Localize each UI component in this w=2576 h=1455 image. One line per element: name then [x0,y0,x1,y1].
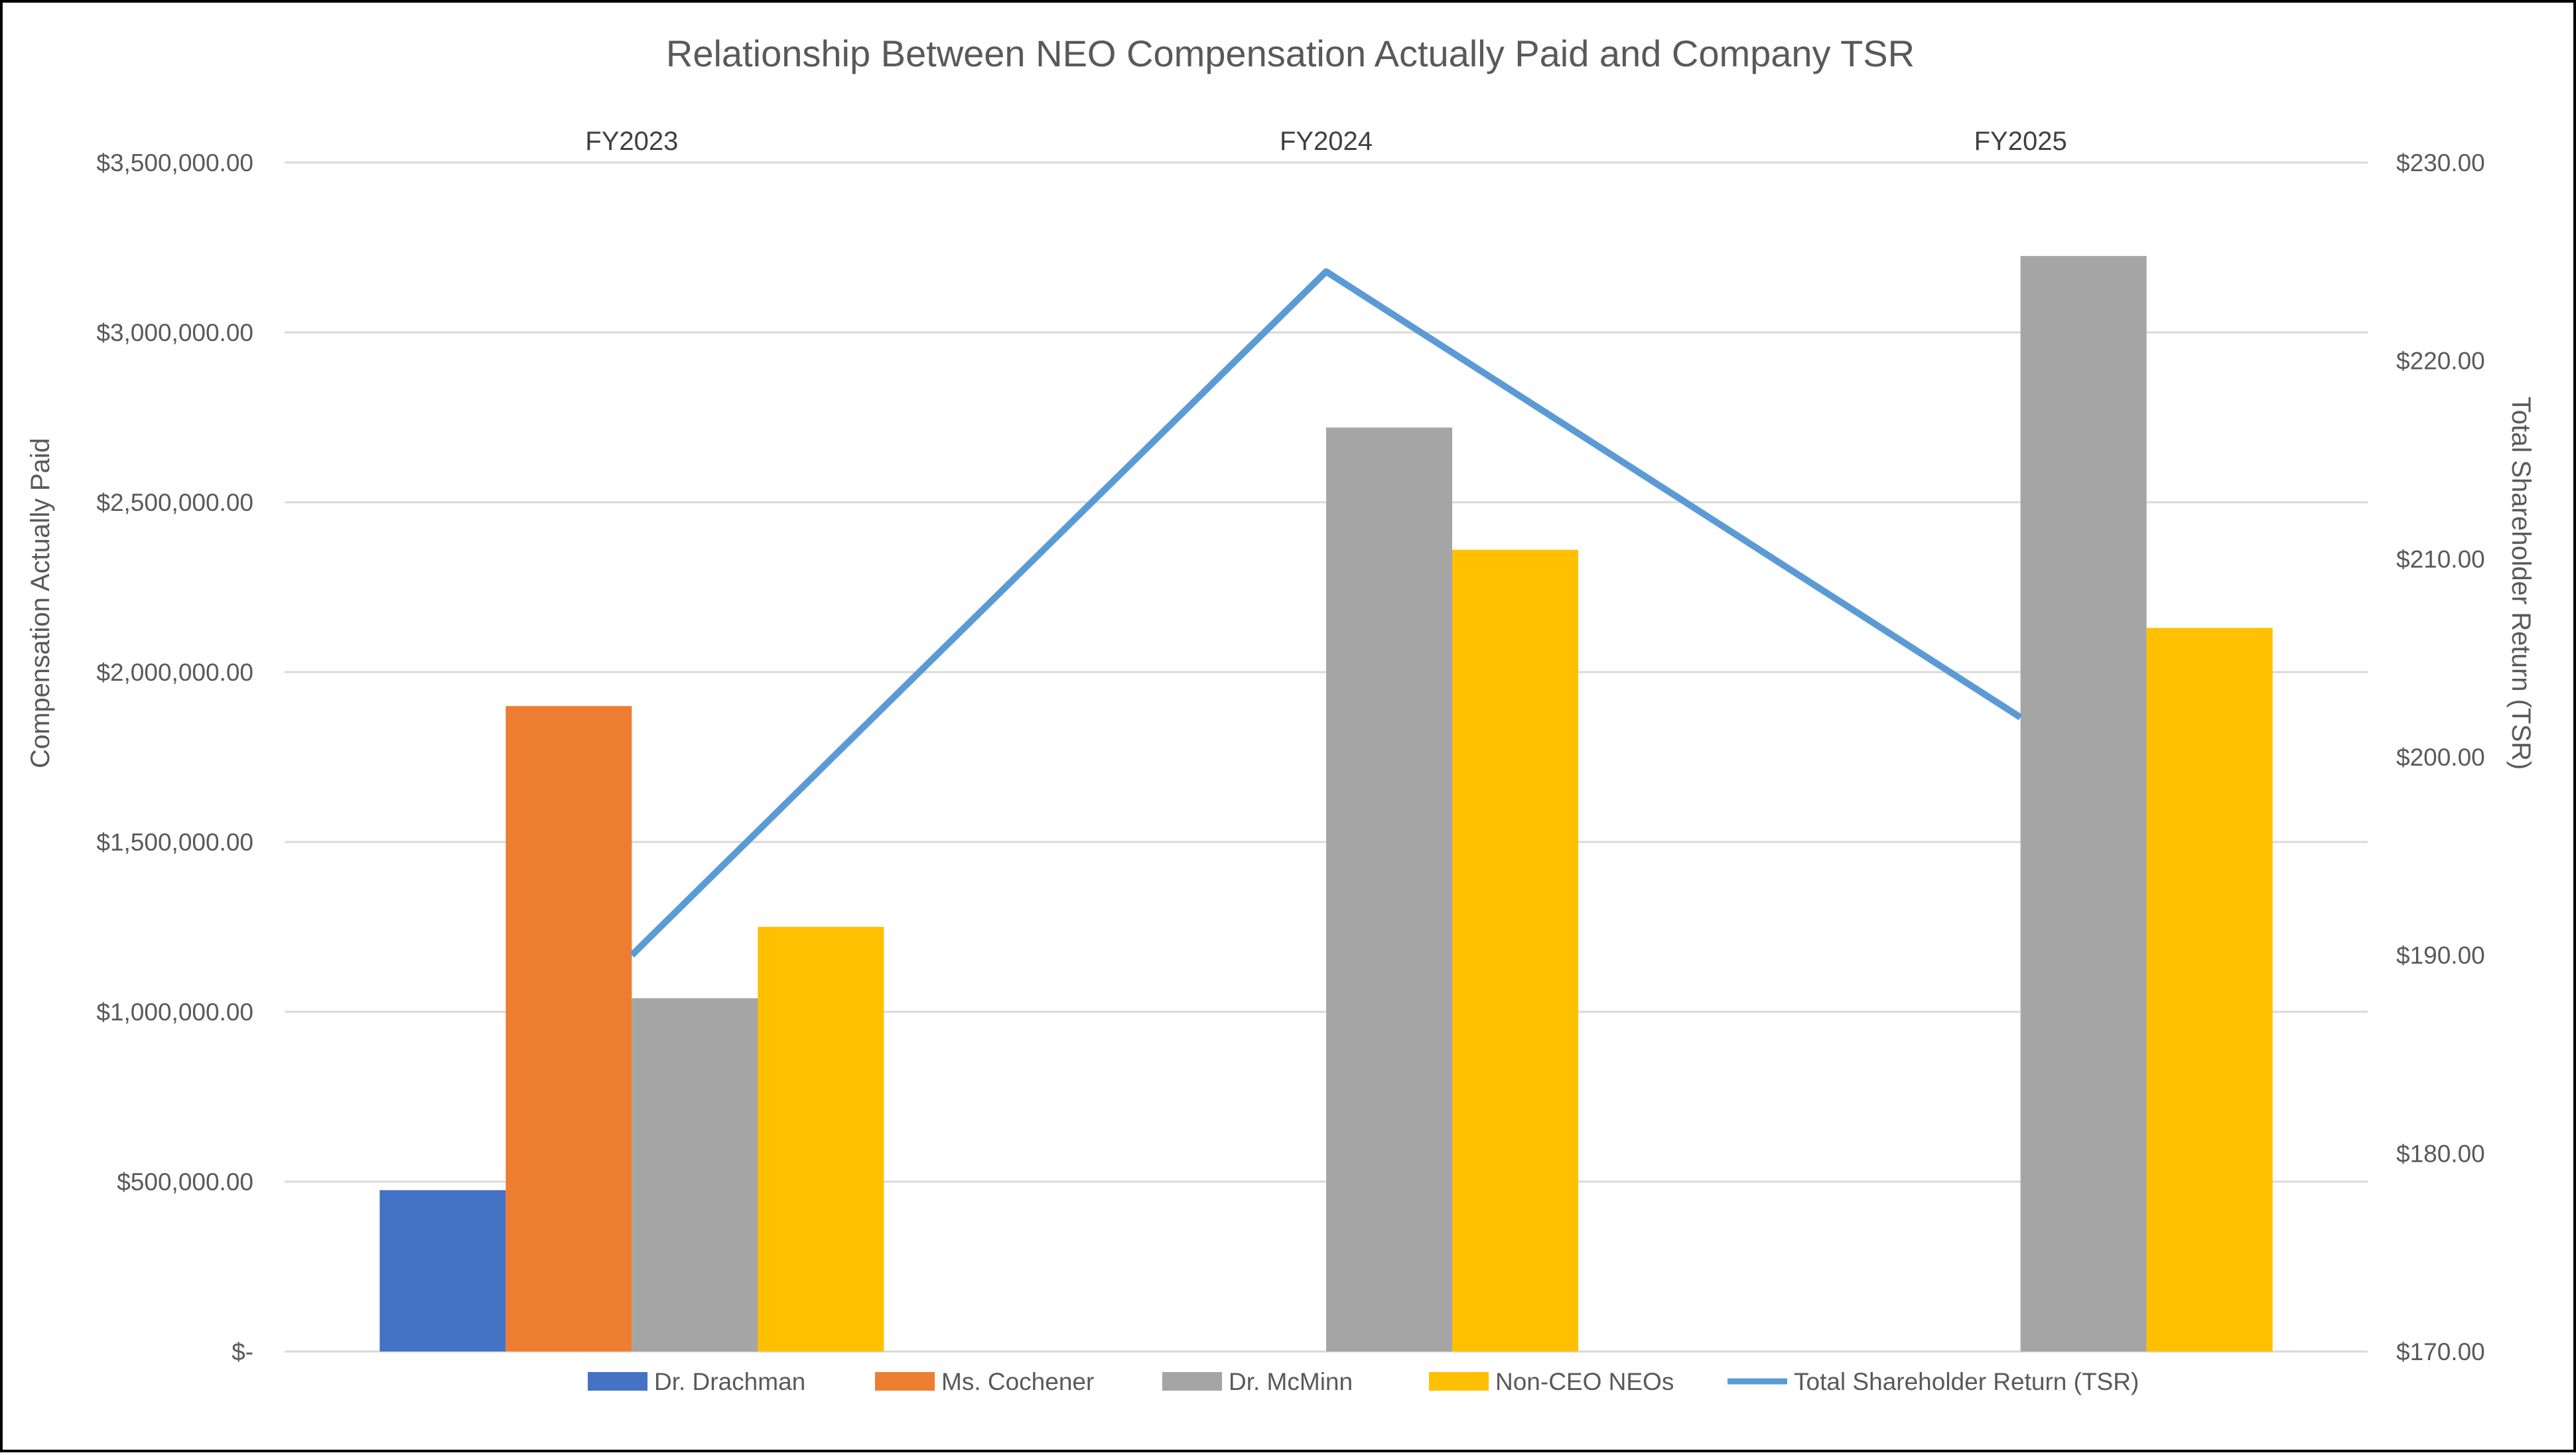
tsr-line-layer [629,268,2023,958]
bar-ms-cochener [506,706,632,1351]
legend-label-non-ceo-neos: Non-CEO NEOs [1495,1368,1674,1395]
bars [379,255,2273,1352]
chart-svg: Relationship Between NEO Compensation Ac… [26,33,2536,1395]
y2-tick-label: $190.00 [2396,942,2485,969]
chart-title: Relationship Between NEO Compensation Ac… [666,33,1915,74]
y-tick-label: $1,000,000.00 [96,999,253,1026]
y-axis-ticks: $- $500,000.00 $1,000,000.00 $1,500,000.00 $… [96,149,253,1365]
bar-dr-mcminn [2020,255,2147,1351]
y-tick-label: $2,000,000.00 [96,659,253,686]
y-tick-label: $500,000.00 [117,1168,253,1196]
y-tick-label: $2,500,000.00 [96,489,253,516]
category-labels: FY2023 FY2024 FY2025 [585,127,2067,156]
tsr-line [629,268,2023,958]
category-label: FY2025 [1974,127,2067,156]
bar-dr-mcminn [1326,427,1452,1351]
bar-dr-drachman [379,1190,506,1351]
y2-tick-label: $210.00 [2396,545,2485,573]
y-tick-label: $3,000,000.00 [96,319,253,346]
legend-label-ms-cochener: Ms. Cochener [941,1368,1094,1395]
y2-tick-label: $180.00 [2396,1140,2485,1167]
bar-non-ceo-neos [758,927,884,1351]
y-tick-label: $1,500,000.00 [96,829,253,856]
legend-swatch-non-ceo-neos [1429,1372,1489,1391]
bar-dr-mcminn [632,998,758,1351]
legend-swatch-ms-cochener [875,1372,935,1391]
bar-non-ceo-neos [1452,549,1578,1352]
category-label: FY2023 [585,127,678,156]
y2-axis-ticks: $170.00 $180.00 $190.00 $200.00 $210.00 $220.… [2396,149,2485,1365]
y2-tick-label: $230.00 [2396,149,2485,176]
legend-label-total-shareholder-return-tsr: Total Shareholder Return (TSR) [1794,1368,2139,1395]
bar-non-ceo-neos [2146,628,2273,1352]
y-tick-label: $3,500,000.00 [96,149,253,176]
legend-label-dr-mcminn: Dr. McMinn [1229,1368,1353,1395]
y-axis-title: Compensation Actually Paid [26,438,55,768]
legend: Dr. Drachman Ms. Cochener Dr. McMinn Non-CE… [588,1368,2139,1395]
y-tick-label: $- [232,1338,253,1365]
y2-tick-label: $200.00 [2396,744,2485,771]
category-label: FY2024 [1280,127,1373,156]
legend-swatch-dr-mcminn [1162,1372,1222,1391]
y2-tick-label: $170.00 [2396,1338,2485,1365]
legend-swatch-dr-drachman [588,1372,647,1391]
y2-tick-label: $220.00 [2396,348,2485,375]
legend-label-dr-drachman: Dr. Drachman [654,1368,805,1395]
y2-axis-title: Total Shareholder Return (TSR) [2506,397,2536,770]
